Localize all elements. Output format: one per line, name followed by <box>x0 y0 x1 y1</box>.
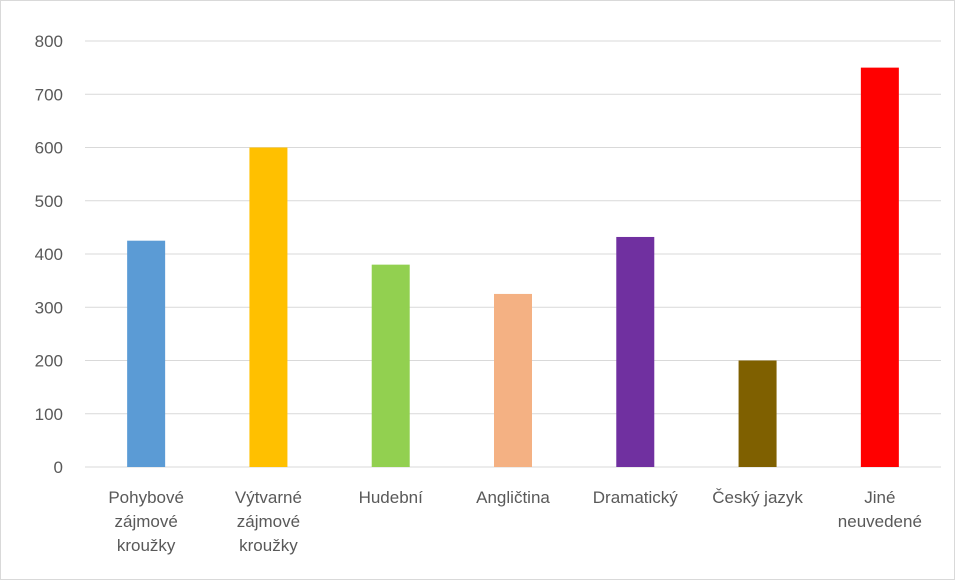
bar-5 <box>738 360 777 467</box>
x-category-label-line: Pohybové <box>108 488 184 507</box>
x-category-label: Výtvarné zájmové kroužky <box>235 488 302 555</box>
y-tick-label: 300 <box>35 298 63 317</box>
x-category-label: Hudební <box>359 488 424 507</box>
bar-6 <box>860 67 899 467</box>
bars <box>127 67 899 467</box>
x-category-label-line: kroužky <box>117 536 176 555</box>
y-axis-ticks: 0 100 200 300 400 500 600 700 800 <box>35 32 63 477</box>
x-category-label-line: neuvedené <box>838 512 922 531</box>
x-category-label-line: zájmové <box>237 512 300 531</box>
x-category-label: Dramatický <box>593 488 679 507</box>
x-category-label-line: zájmové <box>114 512 177 531</box>
bar-4 <box>616 236 655 467</box>
x-category-label: Jiné neuvedené <box>838 488 922 531</box>
x-category-label-line: Český jazyk <box>712 488 803 507</box>
x-category-label-line: Jiné <box>864 488 895 507</box>
bar-0 <box>127 240 166 467</box>
x-category-label: Angličtina <box>476 488 550 507</box>
x-category-label-line: Dramatický <box>593 488 679 507</box>
y-tick-label: 400 <box>35 245 63 264</box>
x-category-label-line: Hudební <box>359 488 424 507</box>
x-category-label: Český jazyk <box>712 488 803 507</box>
x-category-label-line: kroužky <box>239 536 298 555</box>
bar-3 <box>494 293 532 467</box>
x-category-label-line: Výtvarné <box>235 488 302 507</box>
bar-1 <box>249 147 288 467</box>
x-category-label: Pohybové zájmové kroužky <box>108 488 184 555</box>
y-tick-label: 200 <box>35 352 63 371</box>
y-tick-label: 800 <box>35 32 63 51</box>
y-tick-label: 100 <box>35 405 63 424</box>
y-tick-label: 600 <box>35 139 63 158</box>
y-tick-label: 0 <box>54 458 63 477</box>
y-tick-label: 700 <box>35 85 63 104</box>
x-category-label-line: Angličtina <box>476 488 550 507</box>
x-axis-labels: Pohybové zájmové kroužky Výtvarné zájmové kro… <box>108 488 922 555</box>
y-tick-label: 500 <box>35 192 63 211</box>
gridlines <box>85 40 941 468</box>
bar-2 <box>371 264 410 467</box>
